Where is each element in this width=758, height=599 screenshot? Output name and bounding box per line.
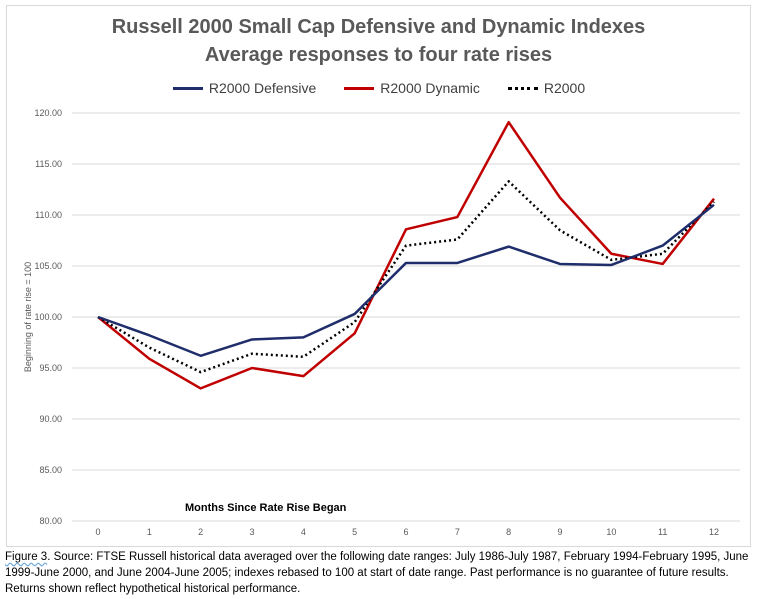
- chart-title-line1: Russell 2000 Small Cap Defensive and Dyn…: [111, 16, 646, 38]
- x-tick-label: 3: [249, 527, 254, 537]
- figure-caption: Figure 3. Source: FTSE Russell historica…: [5, 549, 753, 597]
- chart-frame: [6, 5, 751, 547]
- x-tick-label: 9: [557, 527, 562, 537]
- x-tick-label: 11: [658, 527, 667, 537]
- y-tick-label: 80.00: [39, 516, 62, 526]
- chart-legend: R2000 Defensive R2000 Dynamic R2000: [0, 80, 758, 96]
- legend-label-defensive: R2000 Defensive: [208, 80, 317, 96]
- legend-swatch-defensive: [172, 86, 203, 90]
- x-tick-label: 5: [352, 527, 357, 537]
- legend-label-dynamic: R2000 Dynamic: [380, 80, 480, 96]
- y-tick-label: 120.00: [34, 108, 62, 118]
- y-tick-label: 110.00: [35, 210, 62, 220]
- legend-item-dynamic: R2000 Dynamic: [344, 80, 480, 96]
- y-tick-label: 105.00: [34, 261, 62, 271]
- chart-title-line2: Average responses to four rate rises: [204, 44, 553, 66]
- series-line-r2000-defensive: [97, 203, 715, 358]
- y-tick-label: 100.00: [34, 312, 62, 322]
- x-axis-title: Months Since Rate Rise Began: [185, 502, 347, 514]
- legend-item-defensive: R2000 Defensive: [172, 80, 317, 96]
- caption-figure-label: Figure 3: [5, 551, 48, 563]
- x-tick-label: 1: [147, 527, 152, 537]
- legend-item-r2000: R2000: [507, 80, 586, 96]
- y-axis-title: Beginning of rate rise = 100: [23, 261, 33, 373]
- series-line-r2000: [97, 180, 715, 374]
- y-tick-label: 95.00: [39, 363, 62, 373]
- x-tick-label: 10: [606, 527, 616, 537]
- x-tick-label: 12: [709, 527, 719, 537]
- x-tick-label: 8: [506, 527, 511, 537]
- y-tick-label: 85.00: [39, 465, 62, 475]
- x-tick-label: 2: [198, 527, 203, 537]
- y-tick-label: 115.00: [35, 159, 62, 169]
- legend-swatch-r2000: [507, 86, 538, 90]
- y-tick-label: 90.00: [39, 414, 62, 424]
- legend-label-r2000: R2000: [543, 80, 586, 96]
- x-tick-label: 6: [403, 527, 408, 537]
- legend-swatch-dynamic: [344, 86, 375, 90]
- x-tick-label: 7: [455, 527, 460, 537]
- caption-text: . Source: FTSE Russell historical data a…: [5, 551, 749, 595]
- x-tick-label: 4: [301, 527, 306, 537]
- x-tick-label: 0: [95, 527, 100, 537]
- series-line-r2000-dynamic: [97, 120, 715, 390]
